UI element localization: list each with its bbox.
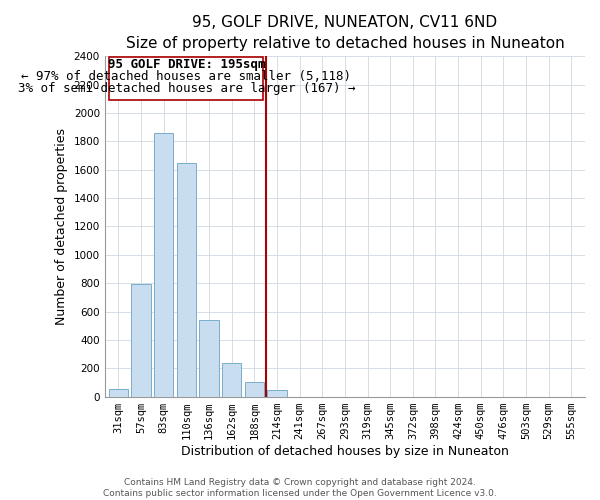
Bar <box>109 389 128 396</box>
Y-axis label: Number of detached properties: Number of detached properties <box>55 128 68 325</box>
Bar <box>177 164 196 396</box>
FancyBboxPatch shape <box>109 57 263 100</box>
Text: Contains HM Land Registry data © Crown copyright and database right 2024.
Contai: Contains HM Land Registry data © Crown c… <box>103 478 497 498</box>
Bar <box>245 382 264 396</box>
Text: 95 GOLF DRIVE: 195sqm: 95 GOLF DRIVE: 195sqm <box>107 58 265 70</box>
Bar <box>222 364 241 396</box>
Text: ← 97% of detached houses are smaller (5,118): ← 97% of detached houses are smaller (5,… <box>22 70 352 82</box>
X-axis label: Distribution of detached houses by size in Nuneaton: Distribution of detached houses by size … <box>181 444 509 458</box>
Bar <box>154 133 173 396</box>
Bar <box>199 320 218 396</box>
Bar <box>268 390 287 396</box>
Text: 3% of semi-detached houses are larger (167) →: 3% of semi-detached houses are larger (1… <box>17 82 355 96</box>
Bar <box>131 284 151 397</box>
Title: 95, GOLF DRIVE, NUNEATON, CV11 6ND
Size of property relative to detached houses : 95, GOLF DRIVE, NUNEATON, CV11 6ND Size … <box>125 15 564 51</box>
